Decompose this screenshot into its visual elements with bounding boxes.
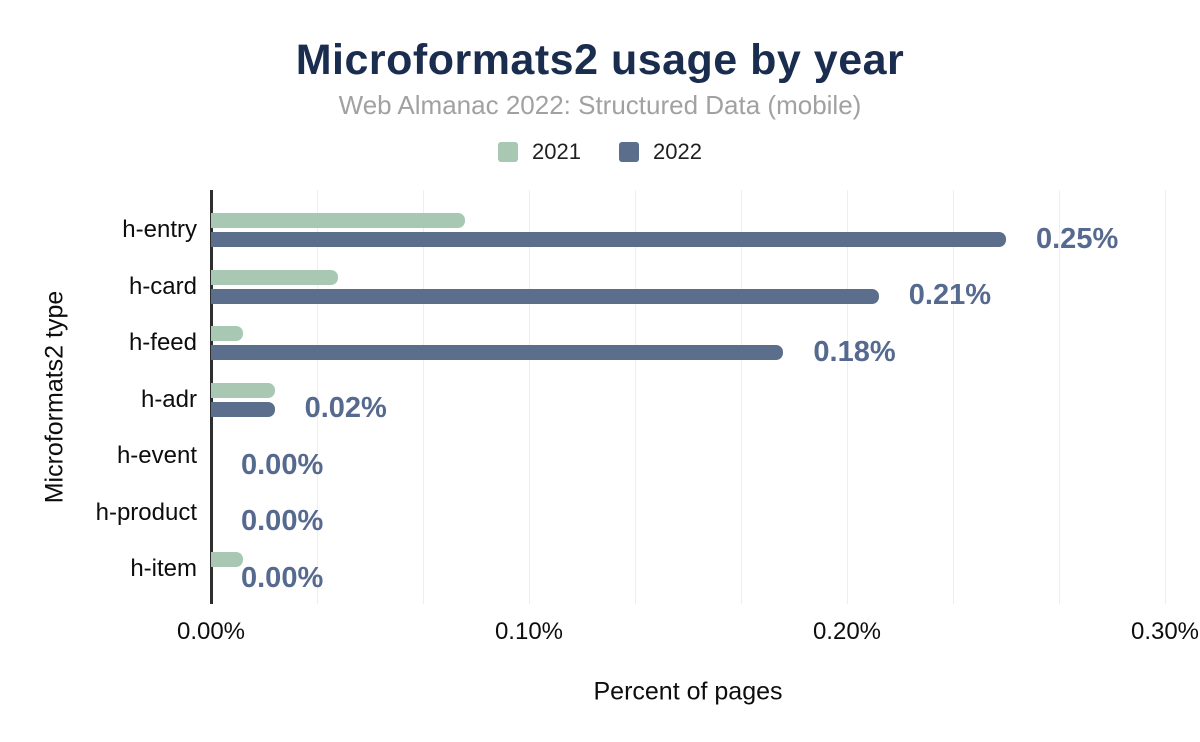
- bar-2021-h-item: [211, 552, 243, 567]
- legend-swatch-2021: [498, 142, 519, 162]
- data-label-h-product: 0.00%: [241, 505, 324, 537]
- major-gridline: [528, 190, 530, 604]
- chart-row-h-adr: h-adr 0.02%: [141, 372, 1165, 429]
- data-label-h-event: 0.00%: [241, 448, 324, 481]
- bar-2021-h-card: [211, 269, 339, 285]
- chart-row-h-entry: h-entry 0.25%: [122, 202, 1165, 259]
- bar-rows: h-entry 0.25% h-card 0.21% h-feed 0.18% h-adr 0…: [96, 202, 1165, 598]
- chart-row-h-product: h-product 0.00%: [96, 485, 1165, 542]
- category-label: h-feed: [128, 329, 197, 356]
- legend-label: 2021: [532, 139, 581, 164]
- chart-row-h-event: h-event 0.00%: [117, 428, 1165, 485]
- chart-row-h-item: h-item 0.00%: [130, 541, 1165, 598]
- data-label-h-feed: 0.18%: [813, 335, 896, 368]
- legend: 2021 2022: [0, 139, 1200, 165]
- minor-gridline: [635, 190, 636, 604]
- data-label-h-adr: 0.02%: [304, 392, 387, 424]
- legend-item-2022: 2022: [619, 139, 702, 165]
- major-gridline: [846, 190, 848, 604]
- bar-2021-h-entry: [211, 213, 466, 228]
- data-label-h-item: 0.00%: [241, 561, 324, 594]
- chart-title: Microformats2 usage by year: [295, 36, 905, 84]
- bar-2022-h-entry: [211, 232, 1006, 247]
- y-axis-title: Microformats2 type: [40, 290, 69, 504]
- major-gridline: [1165, 190, 1166, 604]
- bar-2022-h-adr: [211, 401, 275, 417]
- category-label: h-event: [116, 442, 197, 469]
- minor-gridline: [741, 190, 742, 604]
- category-label: h-card: [128, 272, 197, 300]
- minor-gridline: [953, 190, 954, 604]
- chart-row-h-card: h-card 0.21%: [129, 259, 1165, 316]
- legend-label: 2022: [653, 139, 702, 164]
- legend-item-2021: 2021: [498, 139, 581, 165]
- category-label: h-entry: [122, 216, 197, 243]
- plot-area: h-entry 0.25% h-card 0.21% h-feed 0.18% h-adr 0…: [96, 190, 1199, 645]
- category-label: h-item: [130, 555, 197, 582]
- minor-gridline: [423, 190, 424, 604]
- data-label-h-card: 0.21%: [908, 279, 992, 311]
- bar-2022-h-feed: [211, 345, 784, 360]
- legend-swatch-2022: [619, 142, 639, 162]
- chart-row-h-feed: h-feed 0.18%: [129, 315, 1165, 372]
- minor-gridline: [1059, 190, 1060, 604]
- x-tick-label: 0.00%: [176, 618, 246, 645]
- x-tick-label: 0.10%: [494, 618, 564, 645]
- category-label: h-adr: [140, 385, 197, 413]
- minor-gridline: [317, 190, 318, 604]
- chart-subtitle: Web Almanac 2022: Structured Data (mobil…: [338, 90, 862, 120]
- category-label: h-product: [95, 498, 197, 526]
- bar-2022-h-card: [211, 288, 879, 304]
- x-tick-label: 0.30%: [1130, 618, 1200, 645]
- data-label-h-entry: 0.25%: [1036, 222, 1119, 255]
- x-tick-label: 0.20%: [812, 618, 882, 645]
- x-axis-title: Percent of pages: [593, 677, 783, 706]
- bar-2021-h-adr: [211, 382, 275, 398]
- bar-2021-h-feed: [211, 326, 243, 341]
